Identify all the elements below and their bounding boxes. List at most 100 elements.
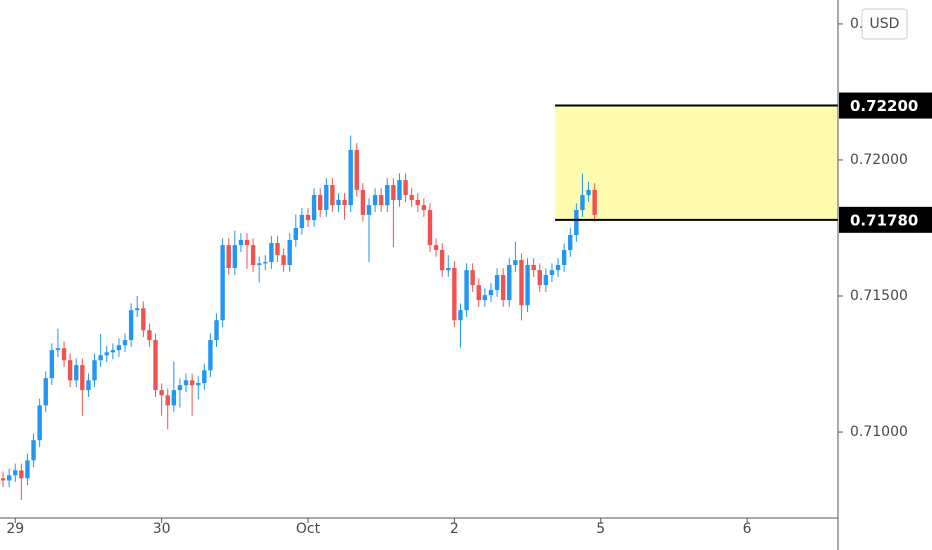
candle-body — [147, 330, 152, 341]
candle-body — [269, 242, 274, 262]
candle-body — [525, 264, 530, 306]
candle-body — [86, 380, 91, 391]
candle-body — [232, 245, 238, 268]
candle-body — [549, 270, 555, 276]
level-label: 0.71780 — [850, 211, 918, 229]
candle-body — [494, 275, 500, 291]
candle-body — [592, 189, 597, 215]
candle-body — [98, 355, 103, 361]
candle-body — [196, 383, 201, 386]
level-badge — [839, 92, 932, 119]
candle-body — [0, 478, 6, 481]
zone — [555, 105, 838, 220]
candle-body — [92, 360, 97, 381]
candle-body — [470, 270, 475, 286]
candle-body — [507, 264, 512, 301]
x-tick-label: 5 — [596, 521, 605, 537]
candle-body — [311, 195, 317, 221]
candle-body — [202, 370, 207, 384]
candle-body — [397, 180, 402, 200]
candle-body — [568, 235, 573, 251]
candle-body — [13, 470, 18, 476]
candle-body — [427, 210, 433, 246]
candle-body — [561, 250, 567, 265]
currency-badge — [861, 8, 908, 40]
candle-body — [19, 470, 24, 479]
candle-body — [135, 308, 140, 311]
candle-body — [324, 185, 329, 211]
candle-body — [330, 185, 335, 206]
candle-body — [580, 195, 585, 211]
candle-body — [214, 320, 219, 341]
candle-body — [488, 290, 494, 296]
candle-body — [317, 195, 323, 211]
overlay: 0.725000.720000.715000.710002930Oct2560.… — [6, 8, 932, 537]
candle-body — [43, 378, 48, 406]
candle-body — [452, 267, 457, 321]
candle-body — [586, 189, 591, 196]
candle-body — [574, 210, 579, 236]
x-tick-label: 30 — [153, 521, 171, 537]
candle-body — [415, 199, 420, 206]
candle-body — [513, 260, 518, 265]
candle-body — [500, 275, 506, 301]
candle-body — [299, 214, 305, 228]
candle-body — [250, 245, 256, 265]
x-tick-label: 2 — [450, 521, 459, 537]
candle-body — [153, 340, 158, 391]
candle-body — [348, 149, 353, 206]
candle-body — [31, 440, 36, 461]
candle-body — [366, 205, 372, 215]
candle-body — [226, 245, 231, 268]
candle-body — [433, 245, 439, 251]
candle-body — [244, 239, 250, 246]
candle-body — [183, 380, 189, 386]
candle-body — [171, 390, 177, 406]
candle-body — [421, 205, 427, 211]
candle-body — [275, 242, 280, 256]
candle-body — [336, 199, 341, 206]
x-tick-label: 29 — [6, 521, 24, 537]
candle-body — [165, 395, 170, 406]
level-label: 0.72200 — [850, 97, 918, 115]
y-tick-label: 0.72000 — [850, 152, 908, 168]
candle-body — [464, 270, 469, 311]
candle-body — [177, 385, 183, 391]
y-tick-label: 0.71500 — [850, 288, 908, 304]
candle-body — [378, 195, 384, 206]
candle-body — [74, 365, 79, 381]
candle-body — [537, 270, 542, 286]
candle-body — [409, 195, 414, 200]
candle-body — [116, 345, 122, 351]
candle-body — [141, 308, 146, 331]
candle-body — [67, 360, 73, 381]
candle-body — [37, 405, 42, 441]
candle-body — [104, 352, 109, 356]
candle-body — [49, 350, 55, 379]
candle-body — [458, 310, 463, 321]
candle-body — [128, 310, 134, 341]
candle-body — [25, 460, 30, 479]
candle-body — [305, 214, 311, 221]
candle-body — [122, 340, 128, 346]
candle-body — [159, 390, 164, 396]
candle-body — [403, 180, 408, 196]
candle-body — [287, 239, 292, 265]
candle-body — [372, 195, 378, 206]
candle-body — [354, 149, 359, 190]
candle-body — [208, 340, 213, 371]
x-tick-label: 6 — [743, 521, 752, 537]
candle-body — [519, 260, 524, 306]
candle-body — [446, 267, 451, 271]
candle-body — [55, 348, 61, 351]
candle-body — [220, 245, 225, 321]
candle-body — [385, 185, 390, 206]
candle-body — [263, 261, 268, 264]
candle-body — [238, 239, 244, 246]
candle-body — [531, 264, 536, 271]
candle-body — [555, 264, 561, 271]
candle-body — [257, 263, 262, 265]
level-badge — [839, 206, 932, 233]
candle-body — [482, 295, 488, 301]
